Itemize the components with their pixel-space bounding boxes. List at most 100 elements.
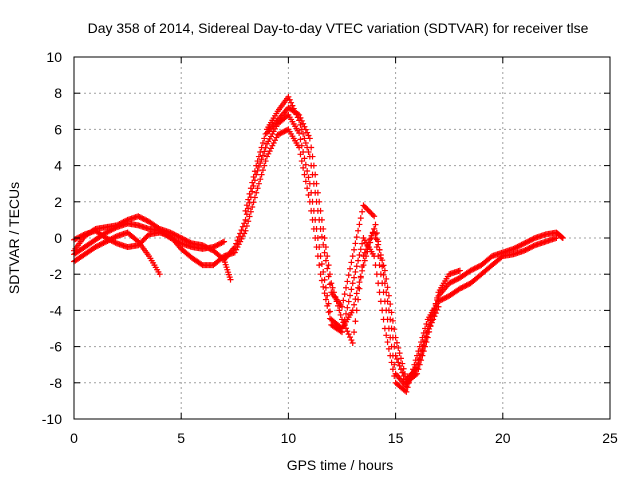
data-point [255, 163, 262, 170]
data-point [312, 171, 319, 178]
data-point [448, 278, 455, 285]
data-point [344, 328, 351, 335]
data-point [447, 279, 454, 286]
data-point [349, 253, 356, 260]
data-point [452, 276, 459, 283]
data-point [176, 234, 183, 241]
data-point [296, 111, 303, 118]
data-point [363, 205, 370, 212]
data-point [179, 235, 186, 242]
data-point [105, 228, 112, 235]
data-point [387, 352, 394, 359]
x-tick-label: 15 [388, 430, 404, 446]
data-point [324, 253, 331, 260]
data-point [243, 223, 250, 230]
data-point [99, 240, 106, 247]
data-point [423, 320, 430, 327]
data-point [241, 230, 248, 237]
data-point [451, 277, 458, 284]
data-point [353, 234, 360, 241]
data-point [168, 235, 175, 242]
data-point [302, 139, 309, 146]
data-point [176, 239, 183, 246]
data-point [308, 207, 315, 214]
grid [74, 57, 610, 419]
data-point [317, 207, 324, 214]
data-point [363, 246, 370, 253]
data-point [297, 114, 304, 121]
data-point [253, 162, 260, 169]
data-point [345, 272, 352, 279]
data-point [357, 215, 364, 222]
data-point [416, 343, 423, 350]
data-point [251, 194, 258, 201]
data-point [442, 294, 449, 301]
data-point [92, 244, 99, 251]
data-point [297, 151, 304, 158]
data-point [326, 315, 333, 322]
data-point [306, 135, 313, 142]
data-point [261, 135, 268, 142]
data-point [305, 192, 312, 199]
data-point [406, 373, 412, 380]
data-point [263, 153, 270, 160]
data-point [380, 262, 387, 269]
data-point [171, 237, 178, 244]
data-point [273, 134, 280, 141]
data-point [415, 360, 422, 367]
data-point [219, 239, 226, 246]
data-point [361, 203, 368, 210]
data-point [530, 235, 537, 242]
data-point [255, 153, 262, 160]
data-point [391, 343, 398, 350]
data-point [297, 121, 304, 128]
data-point [388, 359, 395, 366]
data-point [174, 232, 181, 239]
data-point [456, 267, 463, 274]
data-point [301, 171, 308, 178]
data-point [108, 226, 115, 233]
data-point [391, 373, 398, 380]
data-point [352, 240, 359, 247]
data-point [530, 242, 537, 249]
data-point [231, 249, 238, 256]
data-point [267, 145, 274, 152]
data-point [379, 263, 386, 270]
data-point [142, 235, 149, 242]
data-point [376, 246, 383, 253]
data-point [360, 253, 367, 260]
data-point [359, 240, 366, 247]
data-point [250, 199, 257, 206]
data-point [384, 284, 391, 291]
data-point [143, 234, 150, 241]
data-point [254, 158, 261, 165]
data-point [246, 190, 253, 197]
data-point [301, 123, 308, 130]
data-point [80, 232, 87, 239]
data-point [353, 307, 360, 314]
data-point [310, 162, 317, 169]
data-point [518, 241, 525, 248]
data-point [143, 217, 150, 224]
data-point [306, 198, 313, 205]
data-point [355, 257, 362, 264]
data-point [276, 131, 283, 138]
data-point [456, 285, 463, 292]
data-point [383, 289, 390, 296]
data-point [347, 292, 354, 299]
data-point [418, 351, 425, 358]
data-point [434, 306, 441, 313]
data-point [359, 208, 366, 215]
data-point [318, 261, 325, 268]
data-point [450, 278, 457, 285]
data-point [432, 300, 439, 307]
data-point [351, 274, 358, 281]
data-point [377, 298, 384, 305]
data-point [384, 298, 391, 305]
data-point [172, 237, 179, 244]
data-point [136, 240, 143, 247]
data-point [77, 233, 84, 240]
data-point [371, 225, 378, 232]
data-point [138, 239, 144, 246]
data-point [434, 294, 441, 301]
